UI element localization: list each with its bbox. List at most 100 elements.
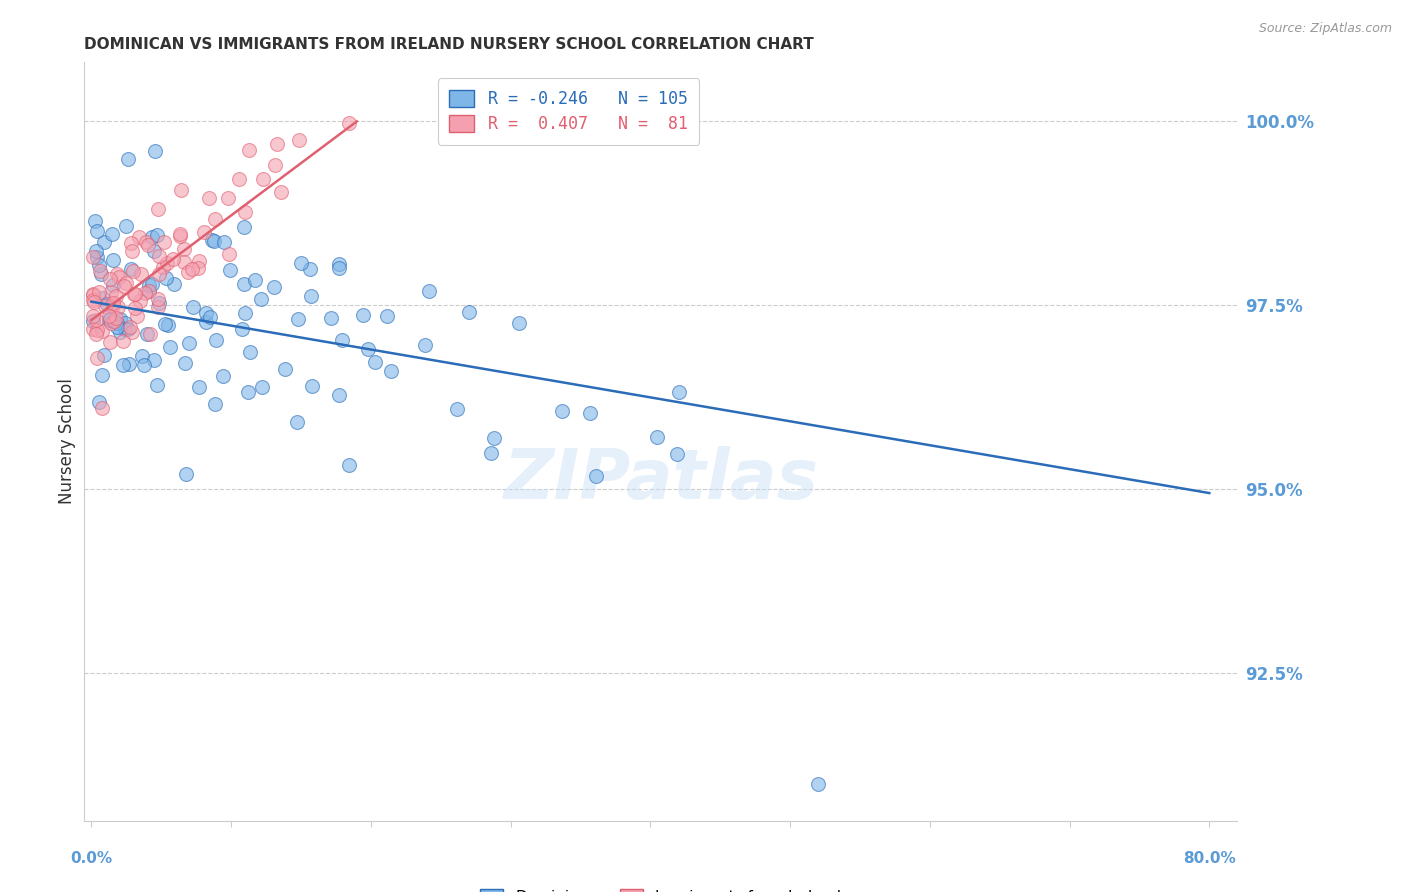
Point	[330, 333, 353, 347]
Point	[162, 252, 184, 267]
Point	[89, 264, 111, 278]
Point	[233, 277, 256, 291]
Point	[101, 299, 124, 313]
Point	[84, 244, 107, 258]
Point	[82, 288, 104, 302]
Point	[328, 257, 350, 271]
Point	[93, 235, 115, 250]
Point	[357, 342, 380, 356]
Point	[152, 235, 174, 249]
Point	[128, 294, 150, 309]
Point	[105, 310, 128, 325]
Point	[148, 249, 170, 263]
Point	[173, 242, 195, 256]
Point	[273, 361, 295, 376]
Point	[235, 306, 257, 320]
Point	[551, 404, 574, 418]
Point	[96, 297, 118, 311]
Point	[169, 229, 191, 244]
Point	[117, 322, 139, 336]
Point	[337, 458, 360, 472]
Point	[205, 333, 228, 347]
Point	[194, 315, 217, 329]
Point	[807, 777, 830, 791]
Point	[668, 384, 690, 399]
Point	[301, 379, 323, 393]
Point	[101, 252, 124, 267]
Point	[287, 311, 309, 326]
Point	[233, 220, 256, 235]
Point	[413, 338, 436, 352]
Point	[120, 261, 142, 276]
Point	[105, 267, 128, 281]
Point	[93, 348, 115, 362]
Text: 80.0%: 80.0%	[1182, 851, 1236, 866]
Point	[238, 143, 260, 157]
Point	[115, 277, 138, 291]
Point	[100, 285, 122, 300]
Point	[143, 145, 166, 159]
Point	[479, 446, 502, 460]
Point	[82, 314, 104, 328]
Point	[204, 396, 226, 410]
Point	[83, 294, 105, 309]
Point	[200, 310, 222, 324]
Point	[101, 278, 124, 293]
Point	[204, 212, 226, 227]
Point	[181, 261, 204, 276]
Point	[177, 265, 200, 279]
Point	[107, 300, 129, 314]
Point	[117, 152, 139, 166]
Text: 0.0%: 0.0%	[70, 851, 112, 866]
Point	[155, 317, 177, 331]
Point	[91, 291, 114, 305]
Point	[135, 326, 157, 341]
Point	[250, 292, 273, 306]
Point	[337, 116, 360, 130]
Point	[482, 431, 505, 445]
Point	[105, 316, 128, 330]
Point	[204, 234, 226, 248]
Point	[174, 467, 197, 482]
Point	[508, 317, 530, 331]
Point	[285, 415, 308, 429]
Point	[82, 322, 104, 336]
Point	[579, 405, 602, 419]
Point	[125, 309, 148, 323]
Point	[418, 284, 440, 298]
Point	[173, 255, 195, 269]
Point	[141, 277, 163, 291]
Point	[112, 279, 135, 293]
Point	[114, 316, 136, 330]
Point	[138, 277, 160, 292]
Point	[124, 301, 146, 315]
Point	[131, 349, 153, 363]
Point	[194, 305, 217, 319]
Point	[122, 287, 145, 301]
Point	[299, 262, 322, 277]
Point	[120, 320, 142, 334]
Point	[86, 251, 108, 265]
Point	[91, 324, 114, 338]
Point	[84, 313, 107, 327]
Point	[217, 191, 239, 205]
Point	[114, 322, 136, 336]
Point	[108, 312, 131, 326]
Point	[138, 284, 160, 298]
Point	[238, 384, 260, 399]
Point	[91, 368, 114, 383]
Text: ZIPatlas: ZIPatlas	[503, 446, 818, 513]
Point	[174, 356, 197, 370]
Point	[121, 264, 143, 278]
Text: Source: ZipAtlas.com: Source: ZipAtlas.com	[1258, 22, 1392, 36]
Point	[290, 256, 312, 270]
Point	[163, 277, 186, 292]
Point	[87, 285, 110, 300]
Point	[128, 229, 150, 244]
Point	[83, 214, 105, 228]
Point	[201, 233, 224, 247]
Point	[458, 305, 481, 319]
Point	[103, 314, 125, 328]
Point	[100, 312, 122, 326]
Point	[321, 310, 343, 325]
